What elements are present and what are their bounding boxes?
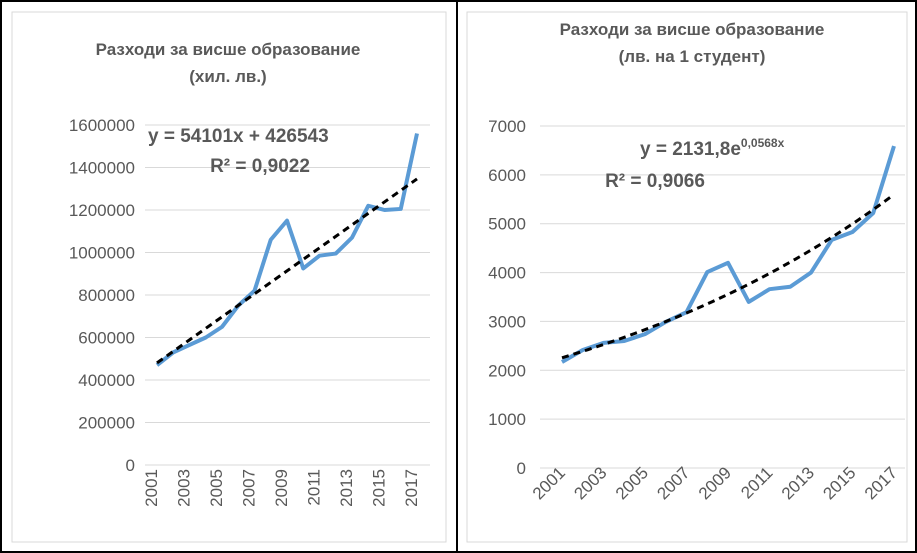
chart-area [466,11,908,543]
y-tick-label: 1400000 [69,159,135,178]
equation-text: y = 2131,8e [640,139,741,160]
x-tick-label: 2009 [695,463,735,503]
y-tick-label: 1000 [488,410,526,429]
trend-equation: y = 2131,8e0,0568x [640,136,785,160]
y-tick-label: 4000 [488,264,526,283]
x-tick-label: 2005 [207,469,226,507]
trend-equation: y = 54101x + 426543 [148,126,329,147]
x-tick-label: 2007 [653,463,693,503]
chart-title: Разходи за висше образование [560,20,825,39]
y-tick-label: 6000 [488,166,526,185]
r-squared: R² = 0,9066 [605,171,705,192]
data-line [155,133,419,367]
y-tick-label: 400000 [78,371,135,390]
equation-text: y = 54101x + 426543 [148,126,329,147]
chart-subtitle: (лв. на 1 студент) [619,47,766,66]
x-tick-label: 2017 [402,469,421,507]
y-tick-label: 600000 [78,329,135,348]
y-tick-label: 0 [517,459,526,478]
y-tick-label: 0 [126,456,135,475]
trendline [156,177,418,365]
x-tick-label: 2013 [778,463,818,503]
x-tick-label: 2011 [737,463,776,502]
x-tick-label: 2001 [142,469,161,507]
x-tick-label: 2017 [861,463,901,503]
r-squared: R² = 0,9022 [210,156,310,177]
x-tick-label: 2007 [240,469,259,507]
y-tick-label: 7000 [488,117,526,136]
x-tick-label: 2005 [612,463,652,503]
y-tick-label: 2000 [488,361,526,380]
trendline [561,193,895,360]
x-tick-label: 2015 [819,463,859,503]
y-tick-label: 800000 [78,286,135,305]
chart-title: Разходи за висше образование [96,40,361,59]
x-tick-label: 2003 [570,463,610,503]
chart-area [11,11,447,543]
y-tick-label: 3000 [488,312,526,331]
x-tick-label: 2015 [370,469,389,507]
x-tick-label: 2013 [337,469,356,507]
y-tick-label: 1600000 [69,116,135,135]
y-tick-label: 1000000 [69,244,135,263]
chart-subtitle: (хил. лв.) [189,67,266,86]
y-tick-label: 200000 [78,414,135,433]
x-tick-label: 2011 [305,469,324,506]
data-line [561,145,896,364]
x-tick-label: 2003 [175,469,194,507]
x-tick-label: 2009 [272,469,291,507]
y-tick-label: 1200000 [69,201,135,220]
equation-exponent: 0,0568x [741,136,785,150]
y-tick-label: 5000 [488,215,526,234]
x-tick-label: 2001 [529,463,569,503]
